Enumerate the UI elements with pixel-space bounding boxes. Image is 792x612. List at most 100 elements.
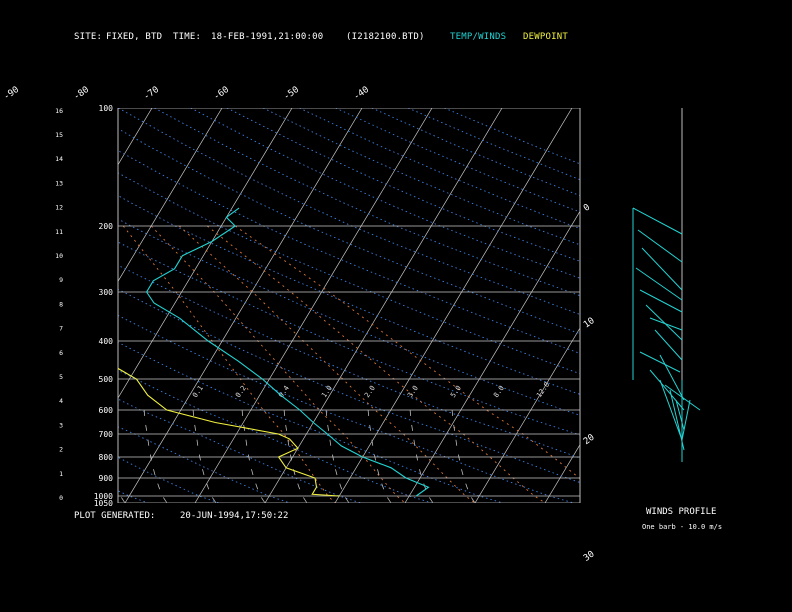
mixing-ratio-line <box>192 409 217 503</box>
wind-barb <box>639 289 683 313</box>
mixing-ratio-label: 2.0 <box>363 384 377 399</box>
dry-adiabat <box>118 172 580 375</box>
dry-adiabat <box>190 108 580 279</box>
wind-barb <box>639 351 681 373</box>
mixing-ratio-label: 8.0 <box>492 384 506 399</box>
dry-adiabat <box>118 195 580 395</box>
isotherm-line <box>685 108 792 503</box>
dry-adiabat <box>118 128 580 335</box>
wind-barb <box>654 329 683 361</box>
file-name: (I2182100.BTD) <box>346 32 425 42</box>
barb-note: One barb - 10.0 m/s <box>642 523 723 531</box>
winds-profile <box>632 207 701 462</box>
pressure-tick-label: 1050 <box>94 499 113 508</box>
height-tick-label: 10 <box>55 252 63 260</box>
height-tick-label: 16 <box>55 107 63 115</box>
dry-adiabat <box>118 369 433 503</box>
mixing-ratio-line <box>367 409 392 503</box>
height-tick-label: 6 <box>59 349 63 357</box>
height-tick-label: 0 <box>59 494 63 502</box>
site-label: SITE: <box>74 32 103 42</box>
time-label: TIME: <box>173 32 202 42</box>
isotherm-line <box>615 108 792 503</box>
wind-barb <box>659 354 685 401</box>
pressure-tick-label: 500 <box>99 375 114 384</box>
isotherm-line <box>264 108 503 503</box>
mixing-ratio-line <box>451 409 476 503</box>
height-tick-label: 11 <box>55 228 63 236</box>
pressure-tick-label: 1000 <box>94 492 113 501</box>
pressure-tick-label: 400 <box>99 337 114 346</box>
dry-adiabat <box>371 108 580 197</box>
generated-value: 20-JUN-1994,17:50:22 <box>180 511 289 521</box>
moist-adiabat <box>150 225 406 503</box>
isotherm-line <box>124 108 363 503</box>
pressure-tick-label: 300 <box>99 288 114 297</box>
dry-adiabat <box>118 456 220 503</box>
isotherm-line <box>118 108 293 399</box>
dry-adiabat <box>154 108 580 297</box>
dry-adiabat <box>299 108 580 230</box>
dry-adiabat <box>118 314 574 503</box>
wind-barb <box>635 267 683 301</box>
dry-adiabat <box>118 288 580 484</box>
height-tick-label: 15 <box>55 131 63 139</box>
temp-legend: TEMP/WINDS <box>450 32 507 42</box>
wind-barb <box>645 304 683 341</box>
dry-adiabat <box>262 108 580 246</box>
height-tick-label: 2 <box>59 446 63 454</box>
isotherm-label: 0 <box>582 202 592 213</box>
isotherm-line <box>118 108 223 283</box>
mixing-ratio-label: 5.0 <box>449 384 463 399</box>
isotherm-label: -40 <box>352 85 371 103</box>
winds-profile-title: WINDS PROFILE <box>646 507 717 517</box>
wind-barb-lower <box>659 379 691 451</box>
isotherm-line <box>0 108 82 503</box>
pressure-tick-label: 700 <box>99 430 114 439</box>
wind-barb <box>632 207 683 235</box>
mixing-ratio-line <box>325 409 350 503</box>
moist-adiabat <box>234 225 580 480</box>
grid-lines <box>0 108 792 503</box>
isotherm-label: 10 <box>582 316 597 330</box>
isotherm-label: 30 <box>582 549 597 563</box>
isotherm-label: -60 <box>212 85 231 103</box>
dry-adiabat <box>444 108 580 165</box>
isotherm-line <box>334 108 573 503</box>
pressure-tick-label: 200 <box>99 222 114 231</box>
height-tick-label: 9 <box>59 276 63 284</box>
pressure-tick-label: 800 <box>99 453 114 462</box>
isotherm-line <box>544 443 580 503</box>
mixing-ratio-label: 0.2 <box>234 384 248 399</box>
dry-adiabat <box>118 264 580 459</box>
pressure-tick-label: 100 <box>99 104 114 113</box>
moist-adiabat <box>178 225 476 503</box>
height-tick-label: 8 <box>59 300 63 308</box>
wind-barb <box>641 247 683 291</box>
isotherm-line <box>118 108 153 166</box>
mixing-ratio-line <box>143 409 168 503</box>
height-tick-label: 12 <box>55 204 63 212</box>
height-tick-label: 4 <box>59 397 63 405</box>
isotherm-label: -50 <box>282 85 301 103</box>
dry-adiabat <box>118 490 149 503</box>
dry-adiabat <box>118 341 504 503</box>
mixing-ratio-label: 3.0 <box>406 384 420 399</box>
height-tick-label: 14 <box>55 155 63 163</box>
wind-barb <box>649 369 685 411</box>
moist-adiabat <box>206 225 546 503</box>
isotherm-line <box>194 108 433 503</box>
height-tick-label: 13 <box>55 179 63 187</box>
isotherm-label: -70 <box>142 85 161 103</box>
dry-adiabat <box>407 108 580 181</box>
pressure-tick-label: 600 <box>99 406 114 415</box>
dry-adiabat <box>118 218 580 416</box>
height-tick-label: 1 <box>59 470 63 478</box>
generated-label: PLOT GENERATED: <box>74 511 156 521</box>
isotherm-line <box>474 327 580 503</box>
isotherm-label: -80 <box>72 85 91 103</box>
mixing-ratio-label: 0.4 <box>277 384 291 399</box>
mixing-ratio-line <box>409 409 434 503</box>
wind-barb <box>637 229 683 263</box>
